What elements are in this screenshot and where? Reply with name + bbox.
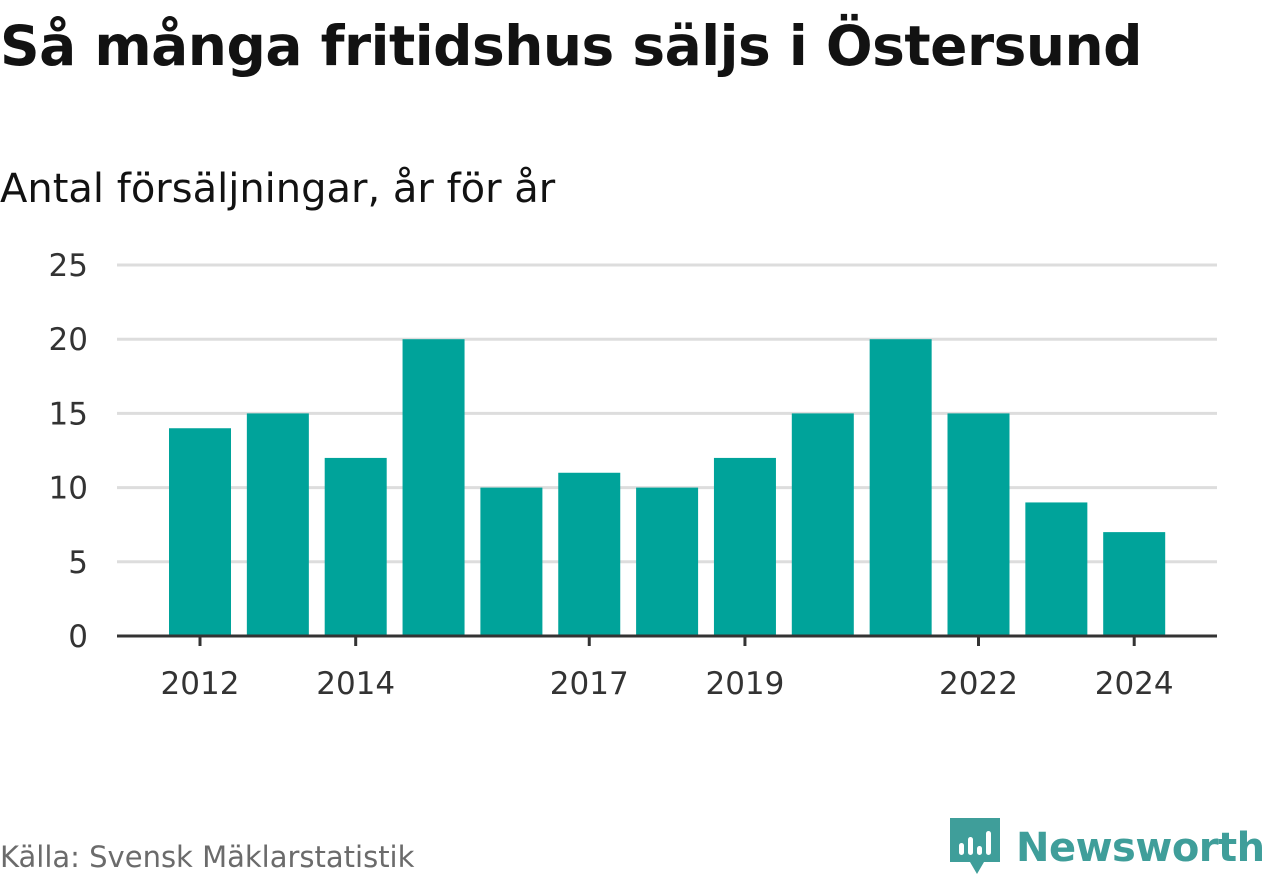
brand: Newsworthy — [950, 818, 1262, 878]
y-tick-label: 10 — [49, 471, 88, 507]
y-tick-label: 20 — [49, 322, 88, 358]
x-tick-label: 2014 — [316, 666, 395, 702]
bar-2013 — [246, 413, 309, 636]
bar-2017 — [558, 472, 621, 636]
y-tick-label: 0 — [68, 619, 88, 655]
x-tick-label: 2024 — [1095, 666, 1174, 702]
bars — [169, 339, 1166, 636]
x-tick-label: 2019 — [705, 666, 784, 702]
x-tick-label: 2017 — [550, 666, 629, 702]
bar-2014 — [324, 457, 387, 636]
x-axis — [117, 634, 1217, 646]
bar-2016 — [480, 487, 543, 636]
x-axis-tick-labels: 2012 2014 2017 2019 2022 2024 — [161, 666, 1174, 702]
y-tick-label: 25 — [49, 248, 88, 284]
y-axis-tick-labels: 0 5 10 15 20 25 — [49, 248, 88, 655]
bar-2012 — [169, 428, 231, 636]
bar-2022 — [947, 413, 1010, 636]
x-tick-label: 2022 — [939, 666, 1018, 702]
source-note: Källa: Svensk Mäklarstatistik — [0, 840, 415, 874]
x-tick-label: 2012 — [161, 666, 240, 702]
y-tick-label: 15 — [49, 396, 88, 432]
bar-2023 — [1025, 502, 1088, 636]
chart-title: Så många fritidshus säljs i Östersund — [0, 14, 1143, 78]
y-tick-label: 5 — [68, 545, 88, 581]
bar-2018 — [636, 487, 699, 636]
chart-subtitle: Antal försäljningar, år för år — [0, 166, 556, 212]
bar-2019 — [713, 457, 776, 636]
bar-2024 — [1103, 532, 1166, 636]
bar-2020 — [791, 413, 854, 636]
bar-2015 — [402, 339, 465, 636]
bar-2021 — [869, 339, 932, 636]
newsworthy-logo-icon — [950, 818, 1000, 874]
brand-name: Newsworthy — [1016, 825, 1262, 871]
